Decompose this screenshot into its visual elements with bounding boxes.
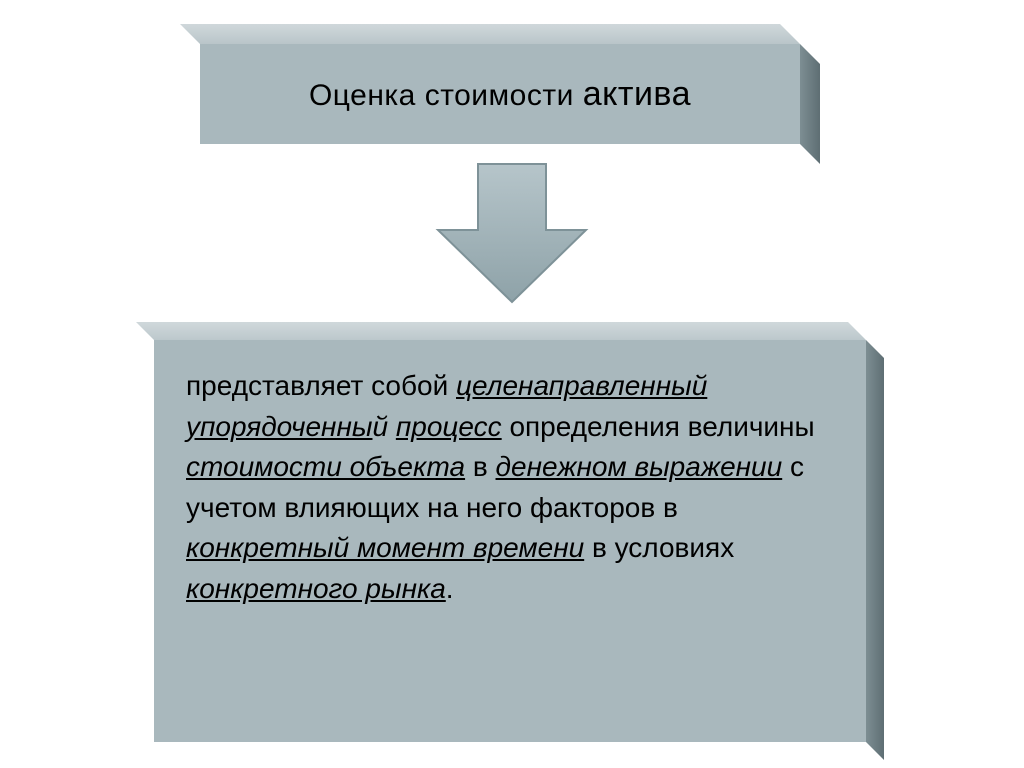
definition-panel-top-bevel bbox=[136, 322, 866, 340]
definition-text-segment: процесс bbox=[396, 411, 502, 442]
definition-text-segment: стоимости объекта bbox=[186, 451, 465, 482]
definition-panel-side-bevel bbox=[866, 340, 884, 760]
definition-text-segment: конкретного рынка bbox=[186, 573, 446, 604]
title-text-emph: актива bbox=[583, 75, 691, 113]
definition-text-segment: представляет собой bbox=[186, 370, 456, 401]
definition-text-segment: денежном выражении bbox=[496, 451, 783, 482]
title-text-plain: Оценка стоимости bbox=[309, 79, 583, 112]
title-bar-side-bevel bbox=[800, 44, 820, 164]
definition-panel-3d: представляет собой целенаправленный упор… bbox=[154, 322, 882, 746]
definition-text-segment: й bbox=[372, 411, 395, 442]
title-bar-top-bevel bbox=[180, 24, 800, 44]
title-bar-face: Оценка стоимости актива bbox=[200, 44, 800, 144]
down-arrow-icon bbox=[432, 156, 592, 316]
definition-text-segment: в bbox=[465, 451, 495, 482]
title-text: Оценка стоимости актива bbox=[309, 75, 691, 114]
definition-text-segment: . bbox=[446, 573, 454, 604]
slide-canvas: Оценка стоимости актива представляет соб… bbox=[0, 0, 1024, 768]
definition-text-segment: конкретный момент времени bbox=[186, 532, 584, 563]
definition-text-segment: в условиях bbox=[584, 532, 734, 563]
definition-text: представляет собой целенаправленный упор… bbox=[154, 340, 866, 742]
title-bar-3d: Оценка стоимости актива bbox=[200, 24, 814, 148]
definition-text-segment: определения величины bbox=[502, 411, 815, 442]
